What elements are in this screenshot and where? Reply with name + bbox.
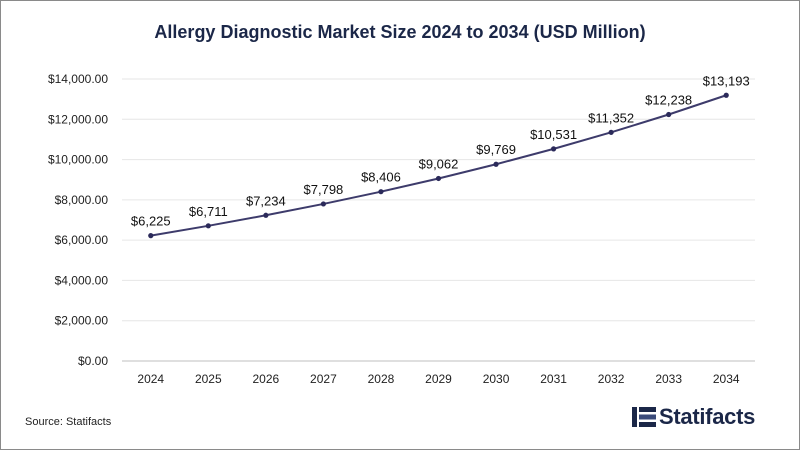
data-label: $6,711 [189, 204, 228, 219]
y-tick-label: $4,000.00 [55, 273, 109, 287]
data-label: $11,352 [588, 110, 634, 125]
data-point [205, 223, 211, 229]
data-point [378, 189, 384, 195]
data-point [493, 161, 499, 167]
data-point [320, 201, 327, 207]
y-tick-label: $8,000.00 [55, 193, 109, 207]
x-tick-label: 2027 [310, 372, 337, 386]
chart-title: Allergy Diagnostic Market Size 2024 to 2… [154, 22, 646, 42]
x-tick-label: 2029 [425, 372, 452, 386]
data-point [608, 129, 614, 135]
x-tick-label: 2024 [137, 372, 164, 386]
x-tick-label: 2030 [483, 372, 510, 386]
data-label: $13,193 [703, 73, 750, 88]
statifacts-logo-icon [632, 407, 656, 427]
x-tick-label: 2033 [655, 372, 682, 386]
data-label: $9,769 [476, 142, 516, 157]
y-tick-label: $10,000.00 [48, 153, 108, 167]
y-tick-label: $14,000.00 [48, 72, 108, 86]
y-tick-label: $12,000.00 [48, 112, 108, 126]
data-label: $8,406 [361, 170, 401, 185]
x-tick-label: 2031 [540, 372, 567, 386]
x-tick-label: 2025 [195, 372, 222, 386]
y-tick-label: $0.00 [78, 354, 108, 368]
data-label: $12,238 [645, 92, 692, 107]
x-tick-label: 2028 [368, 372, 395, 386]
source-note: Source: Statifacts [25, 416, 112, 428]
data-point [723, 92, 729, 98]
data-point [435, 175, 442, 182]
data-label: $7,234 [246, 193, 286, 208]
y-tick-label: $6,000.00 [55, 233, 109, 247]
data-label: $10,531 [530, 127, 577, 142]
data-point [550, 146, 557, 152]
logo-text: Statifacts [659, 404, 756, 429]
x-tick-label: 2026 [253, 372, 280, 386]
data-point [263, 212, 269, 218]
x-tick-label: 2034 [713, 372, 740, 386]
y-tick-label: $2,000.00 [55, 314, 109, 328]
data-label: $9,062 [419, 156, 459, 171]
data-label: $6,225 [131, 214, 171, 229]
data-label: $7,798 [304, 182, 344, 197]
data-point [148, 233, 154, 239]
statifacts-logo: Statifacts [632, 404, 755, 430]
data-point [666, 111, 672, 118]
x-tick-label: 2032 [598, 372, 625, 386]
